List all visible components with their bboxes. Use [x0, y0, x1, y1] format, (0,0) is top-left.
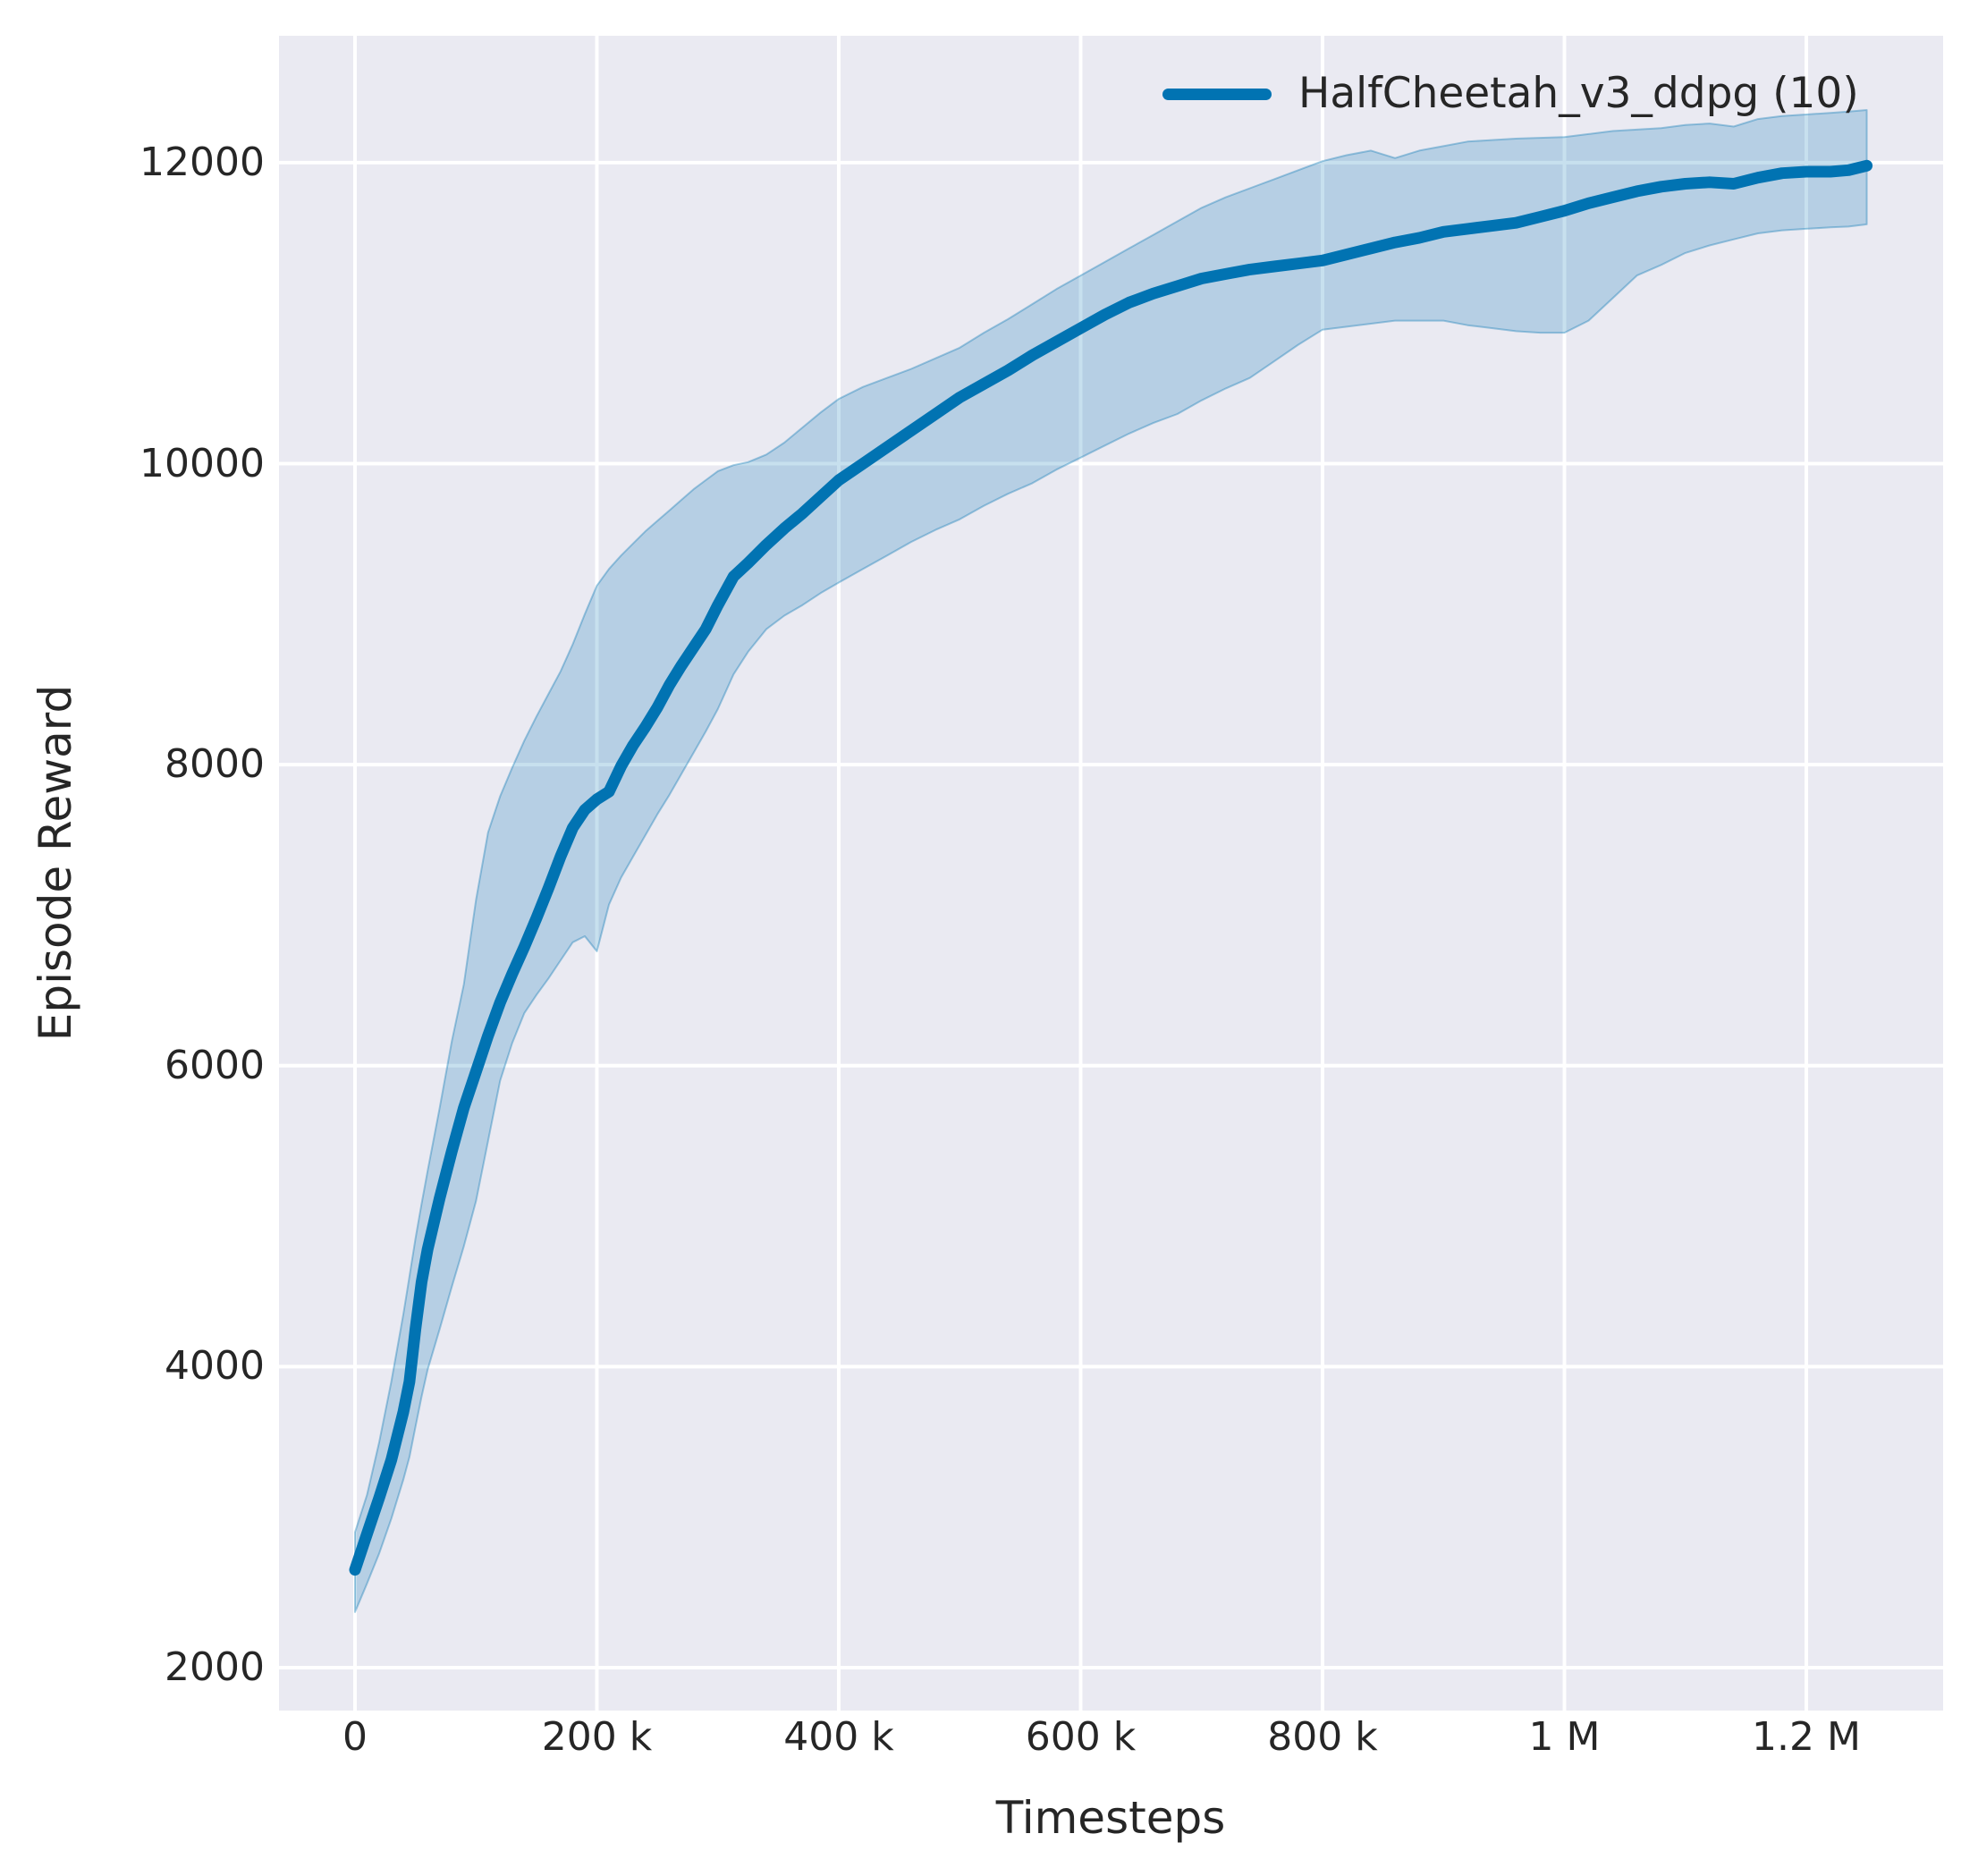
y-tick-label: 12000	[139, 139, 265, 185]
x-tick-label: 1 M	[1528, 1714, 1601, 1760]
x-tick-label: 800 k	[1267, 1714, 1378, 1760]
y-tick-label: 10000	[139, 440, 265, 486]
y-tick-label: 2000	[165, 1644, 265, 1691]
legend-label: HalfCheetah_v3_ddpg (10)	[1298, 69, 1859, 118]
y-tick-label: 6000	[165, 1042, 265, 1088]
x-tick-label: 1.2 M	[1752, 1714, 1861, 1760]
y-tick-label: 4000	[165, 1343, 265, 1390]
y-axis-title: Episode Reward	[30, 684, 81, 1042]
x-tick-label: 400 k	[783, 1714, 894, 1760]
y-tick-label: 8000	[165, 741, 265, 788]
x-tick-label: 600 k	[1025, 1714, 1137, 1760]
legend-line-swatch	[1162, 89, 1272, 100]
x-tick-label: 200 k	[541, 1714, 653, 1760]
x-tick-label: 0	[342, 1714, 368, 1760]
x-axis-title: Timesteps	[995, 1792, 1226, 1844]
